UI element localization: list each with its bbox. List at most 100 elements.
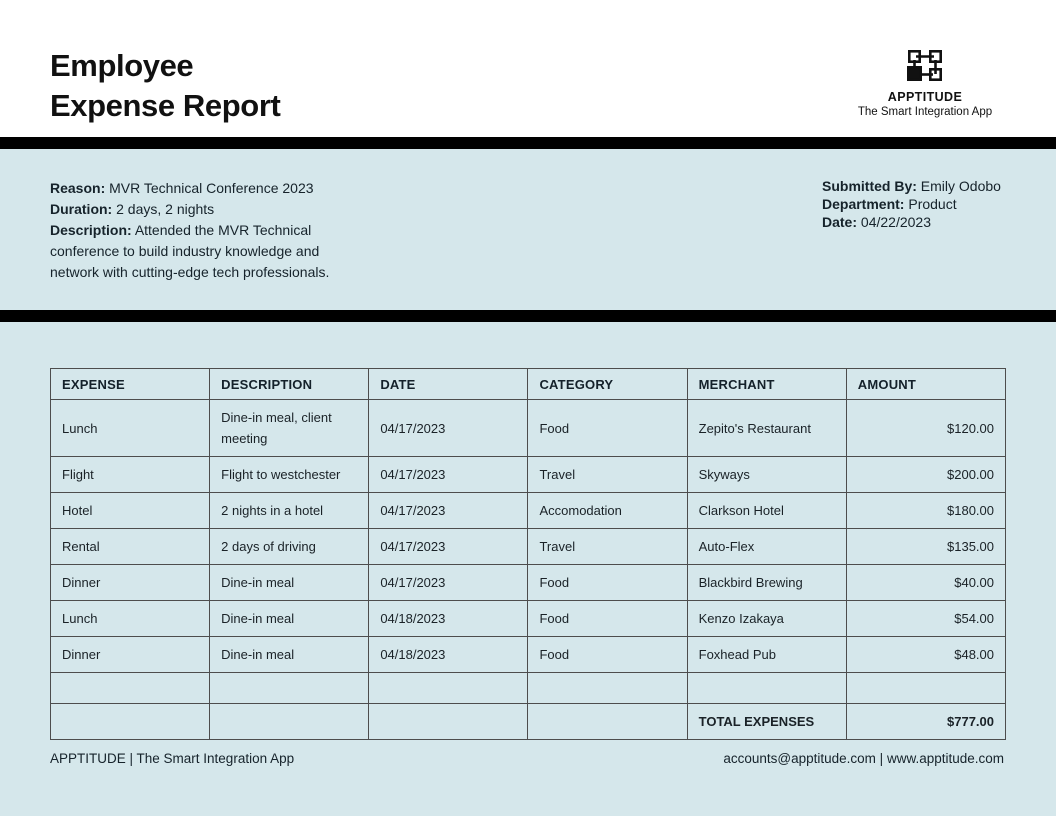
- date-label: Date:: [822, 214, 858, 230]
- duration-line: Duration: 2 days, 2 nights: [50, 199, 352, 220]
- col-header-amount: AMOUNT: [845, 368, 1007, 400]
- cell-amount: $48.00: [845, 636, 1007, 673]
- department-value: Product: [908, 196, 957, 212]
- cell-blank: [209, 703, 370, 740]
- description-line: Description: Attended the MVR Technical …: [50, 220, 352, 283]
- brand-tagline: The Smart Integration App: [857, 106, 993, 118]
- cell-description: Dine-in meal: [209, 564, 370, 601]
- divider-bar-middle: [0, 310, 1056, 322]
- page-title-line2: Expense Report: [50, 88, 281, 123]
- cell-merchant: Foxhead Pub: [686, 636, 847, 673]
- cell-description: Dine-in meal, client meeting: [209, 399, 370, 457]
- cell-date: 04/17/2023: [368, 399, 529, 457]
- cell-expense: Flight: [49, 456, 211, 493]
- cell-merchant: Zepito's Restaurant: [686, 399, 847, 457]
- cell-category: [527, 672, 688, 704]
- col-header-description: DESCRIPTION: [209, 368, 370, 400]
- cell-expense: Rental: [49, 528, 211, 565]
- cell-amount: $200.00: [845, 456, 1007, 493]
- col-header-expense: EXPENSE: [49, 368, 211, 400]
- expense-table: EXPENSE DESCRIPTION DATE CATEGORY MERCHA…: [49, 368, 1007, 740]
- submitted-by-value: Emily Odobo: [920, 178, 1001, 194]
- cell-amount: $120.00: [845, 399, 1007, 457]
- duration-label: Duration:: [50, 201, 113, 217]
- cell-description: Dine-in meal: [209, 636, 370, 673]
- cell-merchant: [686, 672, 847, 704]
- table-total-row: TOTAL EXPENSES $777.00: [49, 703, 1007, 740]
- trip-info-band: Reason: MVR Technical Conference 2023 Du…: [0, 149, 1056, 310]
- connected-nodes-icon: [906, 50, 942, 81]
- date-value: 04/22/2023: [860, 214, 931, 230]
- cell-expense: [49, 672, 211, 704]
- cell-description: 2 days of driving: [209, 528, 370, 565]
- cell-date: 04/17/2023: [368, 528, 529, 565]
- cell-blank: [368, 703, 529, 740]
- cell-expense: Hotel: [49, 492, 211, 529]
- reason-label: Reason:: [50, 180, 106, 196]
- table-row: Dinner Dine-in meal 04/17/2023 Food Blac…: [49, 564, 1007, 601]
- cell-category: Food: [527, 399, 688, 457]
- col-header-category: CATEGORY: [527, 368, 688, 400]
- cell-merchant: Auto-Flex: [686, 528, 847, 565]
- cell-expense: Lunch: [49, 600, 211, 637]
- total-expenses-label: TOTAL EXPENSES: [686, 703, 847, 740]
- cell-amount: $40.00: [845, 564, 1007, 601]
- divider-bar-top: [0, 137, 1056, 149]
- reason-line: Reason: MVR Technical Conference 2023: [50, 178, 352, 199]
- cell-date: 04/17/2023: [368, 492, 529, 529]
- cell-date: 04/18/2023: [368, 636, 529, 673]
- cell-blank: [527, 703, 688, 740]
- table-row: Lunch Dine-in meal 04/18/2023 Food Kenzo…: [49, 600, 1007, 637]
- cell-amount: $54.00: [845, 600, 1007, 637]
- cell-description: 2 nights in a hotel: [209, 492, 370, 529]
- cell-expense: Dinner: [49, 564, 211, 601]
- page-title: Employee Expense Report: [50, 46, 281, 126]
- cell-category: Travel: [527, 456, 688, 493]
- total-expenses-amount: $777.00: [845, 703, 1007, 740]
- cell-date: 04/18/2023: [368, 600, 529, 637]
- cell-description: [209, 672, 370, 704]
- col-header-date: DATE: [368, 368, 529, 400]
- brand-name: APPTITUDE: [887, 90, 963, 104]
- submitted-by-line: Submitted By: Emily Odobo: [822, 177, 1022, 195]
- cell-category: Food: [527, 636, 688, 673]
- cell-expense: Lunch: [49, 399, 211, 457]
- submitted-by-label: Submitted By:: [822, 178, 917, 194]
- table-row: Dinner Dine-in meal 04/18/2023 Food Foxh…: [49, 636, 1007, 673]
- table-header-row: EXPENSE DESCRIPTION DATE CATEGORY MERCHA…: [49, 368, 1007, 400]
- reason-value: MVR Technical Conference 2023: [109, 180, 314, 196]
- cell-amount: [845, 672, 1007, 704]
- brand-block: APPTITUDE The Smart Integration App: [840, 50, 1010, 118]
- table-row: Lunch Dine-in meal, client meeting 04/17…: [49, 399, 1007, 457]
- duration-value: 2 days, 2 nights: [116, 201, 215, 217]
- cell-amount: $180.00: [845, 492, 1007, 529]
- cell-expense: Dinner: [49, 636, 211, 673]
- footer-brand-text: APPTITUDE | The Smart Integration App: [50, 751, 295, 766]
- cell-category: Accomodation: [527, 492, 688, 529]
- table-row-empty: [49, 672, 1007, 704]
- cell-date: [368, 672, 529, 704]
- cell-merchant: Blackbird Brewing: [686, 564, 847, 601]
- table-row: Hotel 2 nights in a hotel 04/17/2023 Acc…: [49, 492, 1007, 529]
- cell-merchant: Kenzo Izakaya: [686, 600, 847, 637]
- cell-description: Dine-in meal: [209, 600, 370, 637]
- date-line: Date: 04/22/2023: [822, 213, 1022, 231]
- table-row: Flight Flight to westchester 04/17/2023 …: [49, 456, 1007, 493]
- department-label: Department:: [822, 196, 905, 212]
- cell-date: 04/17/2023: [368, 456, 529, 493]
- page-footer: APPTITUDE | The Smart Integration App ac…: [50, 751, 1004, 766]
- cell-category: Food: [527, 600, 688, 637]
- submission-info: Submitted By: Emily Odobo Department: Pr…: [822, 177, 1022, 231]
- page-title-line1: Employee: [50, 48, 194, 83]
- cell-date: 04/17/2023: [368, 564, 529, 601]
- trip-info: Reason: MVR Technical Conference 2023 Du…: [50, 178, 352, 283]
- cell-blank: [49, 703, 211, 740]
- cell-amount: $135.00: [845, 528, 1007, 565]
- department-line: Department: Product: [822, 195, 1022, 213]
- col-header-merchant: MERCHANT: [686, 368, 847, 400]
- cell-category: Food: [527, 564, 688, 601]
- footer-contact-text: accounts@apptitude.com | www.apptitude.c…: [723, 751, 1004, 766]
- table-row: Rental 2 days of driving 04/17/2023 Trav…: [49, 528, 1007, 565]
- cell-category: Travel: [527, 528, 688, 565]
